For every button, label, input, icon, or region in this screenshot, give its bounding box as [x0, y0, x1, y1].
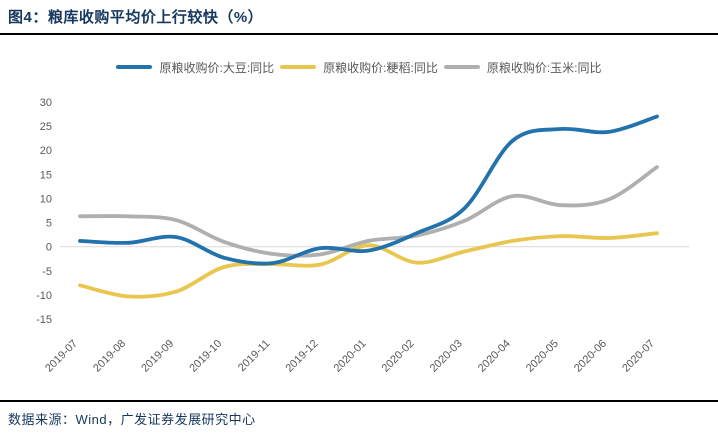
y-axis-tick: 15 [40, 169, 52, 181]
y-axis-tick: 30 [40, 97, 52, 109]
x-axis-tick: 2020-02 [380, 338, 417, 375]
y-axis-tick: 25 [40, 121, 52, 133]
x-axis-tick: 2020-07 [620, 338, 657, 375]
x-axis-tick: 2019-07 [43, 338, 80, 375]
x-axis-tick: 2019-09 [139, 338, 176, 375]
series-line-japonica-rice [78, 231, 659, 299]
x-axis-tick: 2020-06 [572, 338, 609, 375]
legend-label-japonica-rice: 原粮收购价:粳稻:同比 [323, 60, 438, 75]
japonica-rice-line-swatch-icon [280, 65, 317, 69]
series-line-corn [78, 165, 659, 258]
x-axis-tick: 2019-11 [236, 338, 272, 374]
legend-label-corn: 原粮收购价:玉米:同比 [486, 60, 602, 75]
x-axis-tick: 2020-04 [476, 338, 513, 375]
legend-item-soybean: 原粮收购价:大豆:同比 [116, 59, 274, 76]
y-axis-tick: -5 [42, 266, 52, 278]
x-axis-tick: 2020-01 [332, 338, 369, 375]
y-axis-tick: 0 [46, 242, 52, 254]
series-line-soybean [78, 114, 659, 266]
chart-title: 图4：粮库收购平均价上行较快（%） [8, 9, 264, 26]
soybean-line-swatch-icon [116, 65, 153, 69]
corn-line-swatch-icon [443, 65, 480, 69]
legend-item-japonica-rice: 原粮收购价:粳稻:同比 [280, 59, 438, 76]
chart-legend: 原粮收购价:大豆:同比 原粮收购价:粳稻:同比 原粮收购价:玉米:同比 [0, 57, 718, 77]
y-axis-tick: 5 [46, 218, 52, 230]
x-axis-tick: 2019-12 [284, 338, 321, 375]
legend-label-soybean: 原粮收购价:大豆:同比 [159, 60, 275, 75]
y-axis-tick: -15 [36, 314, 52, 326]
data-source-note: 数据来源：Wind，广发证券发展研究中心 [8, 412, 256, 427]
y-axis-tick: -10 [36, 290, 52, 302]
legend-item-corn: 原粮收购价:玉米:同比 [443, 59, 602, 76]
footer-divider [0, 400, 718, 402]
x-axis-tick: 2020-05 [524, 338, 561, 375]
y-axis-tick: 20 [40, 145, 52, 157]
x-axis-tick: 2019-08 [91, 338, 128, 375]
y-axis-tick: 10 [40, 193, 52, 205]
x-axis-tick: 2020-03 [428, 338, 465, 375]
x-axis-tick: 2019-10 [187, 338, 224, 375]
title-divider [0, 33, 718, 35]
